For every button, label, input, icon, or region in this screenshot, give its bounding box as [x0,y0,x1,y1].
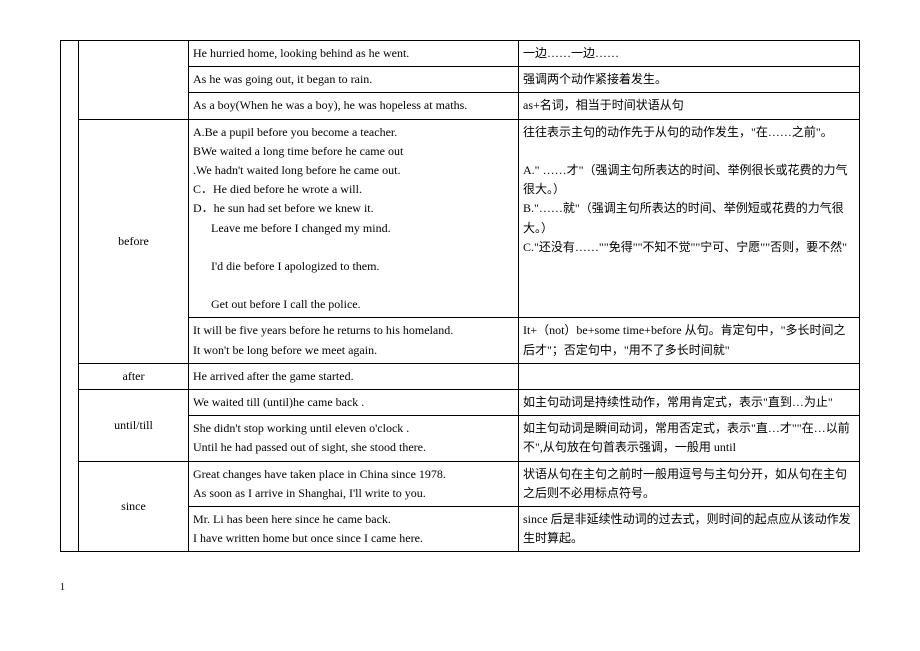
english-cell: As he was going out, it began to rain. [189,67,519,93]
label-cell [79,41,189,120]
english-cell: We waited till (until)he came back . [189,390,519,416]
chinese-cell: 一边……一边…… [519,41,860,67]
grammar-table: He hurried home, looking behind as he we… [60,40,860,552]
chinese-cell: 状语从句在主句之前时一般用逗号与主句分开，如从句在主句之后则不必用标点符号。 [519,461,860,506]
table-row: until/tillWe waited till (until)he came … [61,390,860,416]
chinese-cell [519,363,860,389]
english-cell: A.Be a pupil before you become a teacher… [189,119,519,318]
chinese-cell: 强调两个动作紧接着发生。 [519,67,860,93]
label-cell: since [79,461,189,552]
chinese-cell: 如主句动词是持续性动作，常用肯定式，表示"直到…为止" [519,390,860,416]
table-row: He hurried home, looking behind as he we… [61,41,860,67]
table-row: sinceGreat changes have taken place in C… [61,461,860,506]
english-cell: He hurried home, looking behind as he we… [189,41,519,67]
label-cell: until/till [79,390,189,462]
chinese-cell: It+（not）be+some time+before 从句。肯定句中，"多长时… [519,318,860,363]
english-cell: As a boy(When he was a boy), he was hope… [189,93,519,119]
english-cell: She didn't stop working until eleven o'c… [189,416,519,461]
english-cell: Mr. Li has been here since he came back.… [189,506,519,551]
page-number: 1 [60,582,860,593]
chinese-cell: 如主句动词是瞬间动词，常用否定式，表示"直…才""在…以前不",从句放在句首表示… [519,416,860,461]
table-body: He hurried home, looking behind as he we… [61,41,860,552]
label-cell: before [79,119,189,363]
english-cell: It will be five years before he returns … [189,318,519,363]
chinese-cell: since 后是非延续性动词的过去式，则时间的起点应从该动作发生时算起。 [519,506,860,551]
chinese-cell: 往往表示主句的动作先于从句的动作发生，"在……之前"。A." ……才"（强调主句… [519,119,860,318]
label-cell: after [79,363,189,389]
english-cell: Great changes have taken place in China … [189,461,519,506]
table-row: afterHe arrived after the game started. [61,363,860,389]
chinese-cell: as+名词，相当于时间状语从句 [519,93,860,119]
narrow-cell [61,41,79,552]
english-cell: He arrived after the game started. [189,363,519,389]
table-row: beforeA.Be a pupil before you become a t… [61,119,860,318]
